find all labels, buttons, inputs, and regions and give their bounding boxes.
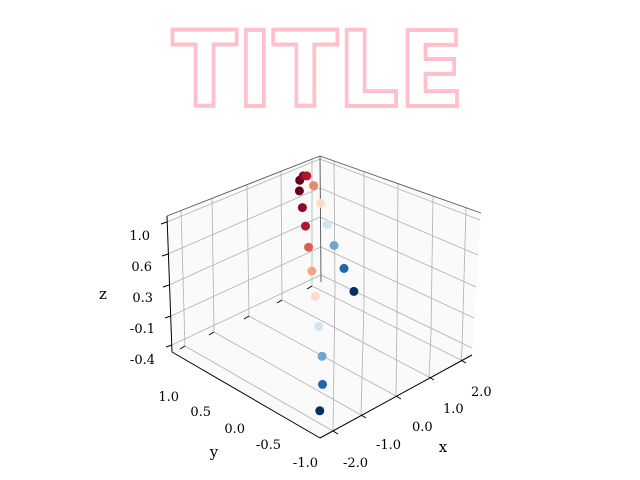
x-tick-mark xyxy=(395,395,402,400)
data-point xyxy=(318,379,327,389)
back-pane-left xyxy=(167,156,321,352)
x-tick-label: -1.0 xyxy=(376,438,401,453)
y-axis-line xyxy=(171,351,321,439)
y-axis-label: y xyxy=(209,443,219,461)
y-tick-labels: 1.0 0.5 0.0 -0.5 -1.0 xyxy=(158,390,318,471)
data-point xyxy=(349,286,359,296)
data-point xyxy=(314,321,324,331)
x-tick-mark xyxy=(428,376,435,381)
z-tick-mark xyxy=(162,284,170,288)
y-tick-mark xyxy=(243,315,250,320)
x-tick-mark xyxy=(332,430,339,435)
y-tick-label: -0.5 xyxy=(256,438,281,453)
y-tick-label: -1.0 xyxy=(293,456,318,471)
scatter-points xyxy=(294,171,359,416)
z-tick-mark xyxy=(165,344,173,348)
y-tick-mark xyxy=(306,285,313,290)
grid-line xyxy=(281,299,430,378)
z-tick-labels: -0.4 -0.1 0.3 0.6 1.0 xyxy=(129,229,155,368)
data-point xyxy=(316,198,325,208)
x-tick-label: -2.0 xyxy=(343,456,368,471)
data-point xyxy=(310,292,320,301)
data-point xyxy=(317,351,327,361)
grid-lines xyxy=(166,158,481,432)
y-tick-label: 1.0 xyxy=(158,390,179,405)
z-tick-mark xyxy=(160,221,168,225)
z-axis-label: z xyxy=(99,285,107,303)
grid-line xyxy=(184,345,334,432)
data-point xyxy=(315,406,325,416)
x-tick-mark xyxy=(460,359,467,364)
grid-line xyxy=(332,288,336,432)
data-point xyxy=(302,171,312,181)
chart-title: TITLE xyxy=(170,7,466,133)
y-tick-mark xyxy=(276,299,283,304)
axes-panes xyxy=(167,156,481,438)
grid-line xyxy=(461,207,467,350)
y-tick-mark xyxy=(179,345,186,350)
y-tick-label: 0.0 xyxy=(224,422,245,437)
data-point xyxy=(294,186,304,196)
data-point xyxy=(304,242,314,252)
x-tick-labels: -2.0 -1.0 0.0 1.0 2.0 xyxy=(343,385,492,471)
grid-line xyxy=(460,348,463,361)
grid-line xyxy=(168,216,477,288)
z-axis-line xyxy=(166,215,173,353)
x-tick-label: 2.0 xyxy=(471,385,492,400)
grid-line xyxy=(360,302,365,416)
tick-marks xyxy=(160,221,467,435)
x-axis-label: x xyxy=(439,438,448,456)
data-point xyxy=(297,203,307,213)
chart-title-text: TITLE xyxy=(172,9,464,131)
z-tick-label: -0.1 xyxy=(130,322,155,337)
z-tick-mark xyxy=(161,253,169,257)
x-tick-label: 1.0 xyxy=(443,402,464,417)
data-point xyxy=(339,263,349,273)
grid-line xyxy=(180,209,186,347)
pane-edge xyxy=(319,155,482,214)
grid-line xyxy=(311,285,462,361)
grid-line xyxy=(333,160,336,290)
grid-line xyxy=(213,331,362,416)
y-tick-label: 0.5 xyxy=(190,405,211,420)
data-point xyxy=(301,221,310,231)
z-tick-label: -0.4 xyxy=(130,353,155,368)
grid-line xyxy=(395,317,398,397)
grid-line xyxy=(430,195,434,334)
y-tick-mark xyxy=(208,331,215,336)
data-point xyxy=(307,266,317,276)
back-pane-right xyxy=(320,156,481,355)
z-tick-label: 0.6 xyxy=(131,260,152,275)
z-tick-label: 1.0 xyxy=(129,229,150,244)
grid-line xyxy=(280,170,283,301)
z-tick-label: 0.3 xyxy=(132,291,153,306)
z-tick-mark xyxy=(164,315,172,319)
data-point xyxy=(329,241,339,250)
data-point xyxy=(322,219,332,229)
grid-line xyxy=(396,182,399,319)
grid-line xyxy=(428,332,432,378)
x-tick-label: 0.0 xyxy=(412,420,433,435)
pane-edge xyxy=(319,155,322,283)
pane-edge xyxy=(166,155,321,217)
grid-line xyxy=(246,183,250,317)
data-point xyxy=(309,181,319,191)
x-tick-mark xyxy=(360,414,367,419)
axes-box xyxy=(166,155,482,283)
